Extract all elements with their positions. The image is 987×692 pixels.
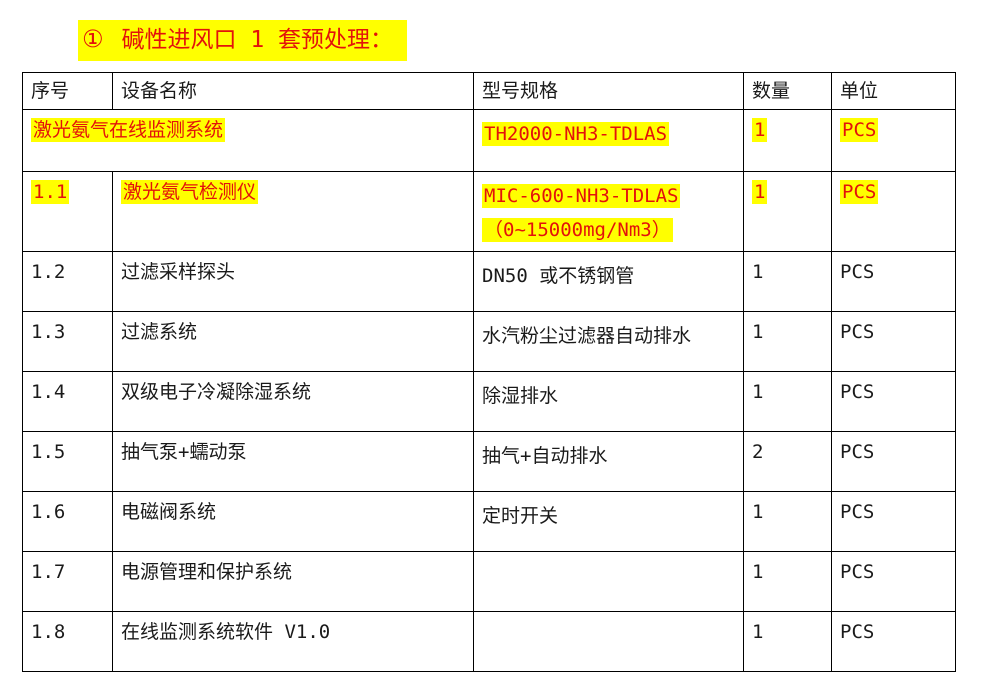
cell-no: 1.8 [22, 611, 113, 672]
cell-unit: PCS [831, 311, 956, 372]
table-header-row: 序号 设备名称 型号规格 数量 单位 [22, 72, 956, 110]
header-spec: 型号规格 [473, 72, 744, 110]
cell-spec: 除湿排水 [473, 371, 744, 432]
table-row: 1.3 过滤系统 水汽粉尘过滤器自动排水 1 PCS [22, 311, 956, 372]
spec-line: MIC-600-NH3-TDLAS [482, 179, 735, 213]
spec-line: （0~15000mg/Nm3） [482, 213, 735, 247]
cell-no: 1.4 [22, 371, 113, 432]
cell-name: 过滤采样探头 [112, 251, 474, 312]
table-row: 1.5 抽气泵+蠕动泵 抽气+自动排水 2 PCS [22, 431, 956, 492]
spec-line: 水汽粉尘过滤器自动排水 [482, 325, 692, 347]
cell-qty: 1 [743, 109, 832, 172]
cell-spec: MIC-600-NH3-TDLAS （0~15000mg/Nm3） [473, 171, 744, 252]
cell-qty: 1 [743, 251, 832, 312]
cell-name: 电磁阀系统 [112, 491, 474, 552]
table-row: 激光氨气在线监测系统 TH2000-NH3-TDLAS 1 PCS [22, 109, 956, 172]
header-unit: 单位 [831, 72, 956, 110]
spec-line: DN50 或不锈钢管 [482, 265, 635, 287]
cell-name: 过滤系统 [112, 311, 474, 372]
cell-name-merged: 激光氨气在线监测系统 [22, 109, 474, 172]
cell-unit: PCS [831, 251, 956, 312]
cell-unit: PCS [831, 551, 956, 612]
cell-name: 电源管理和保护系统 [112, 551, 474, 612]
cell-unit: PCS [831, 109, 956, 172]
highlighted-text: 1 [752, 118, 768, 142]
table-row: 1.1 激光氨气检测仪 MIC-600-NH3-TDLAS （0~15000mg/Nm… [22, 171, 956, 252]
cell-spec [473, 611, 744, 672]
highlighted-text: PCS [840, 118, 879, 142]
cell-name: 抽气泵+蠕动泵 [112, 431, 474, 492]
cell-no: 1.7 [22, 551, 113, 612]
table-row: 1.4 双级电子冷凝除湿系统 除湿排水 1 PCS [22, 371, 956, 432]
highlighted-text: 激光氨气检测仪 [121, 180, 259, 204]
table-row: 1.8 在线监测系统软件 V1.0 1 PCS [22, 611, 956, 672]
cell-qty: 1 [743, 371, 832, 432]
highlighted-text: PCS [840, 180, 879, 204]
cell-no: 1.2 [22, 251, 113, 312]
cell-no: 1.3 [22, 311, 113, 372]
cell-spec: 水汽粉尘过滤器自动排水 [473, 311, 744, 372]
header-name: 设备名称 [112, 72, 474, 110]
header-qty: 数量 [743, 72, 832, 110]
cell-name: 在线监测系统软件 V1.0 [112, 611, 474, 672]
highlighted-text: 1 [752, 180, 768, 204]
section-title-text: 碱性进风口 1 套预处理： [121, 27, 394, 53]
cell-no: 1.6 [22, 491, 113, 552]
spec-line: 抽气+自动排水 [482, 445, 608, 467]
cell-unit: PCS [831, 611, 956, 672]
cell-no: 1.1 [22, 171, 113, 252]
highlighted-text: MIC-600-NH3-TDLAS [482, 184, 681, 208]
cell-unit: PCS [831, 491, 956, 552]
cell-unit: PCS [831, 371, 956, 432]
cell-qty: 1 [743, 491, 832, 552]
highlighted-text: 1.1 [31, 180, 70, 204]
table-row: 1.7 电源管理和保护系统 1 PCS [22, 551, 956, 612]
cell-spec: 定时开关 [473, 491, 744, 552]
cell-qty: 1 [743, 611, 832, 672]
cell-qty: 1 [743, 171, 832, 252]
cell-no: 1.5 [22, 431, 113, 492]
highlighted-text: 激光氨气在线监测系统 [31, 118, 226, 142]
cell-qty: 1 [743, 311, 832, 372]
table-row: 1.2 过滤采样探头 DN50 或不锈钢管 1 PCS [22, 251, 956, 312]
spec-line: 定时开关 [482, 505, 559, 527]
equipment-table: 序号 设备名称 型号规格 数量 单位 激光氨气在线监测系统 TH2000-NH3-… [22, 72, 956, 672]
spec-line: TH2000-NH3-TDLAS [482, 117, 735, 151]
table-row: 1.6 电磁阀系统 定时开关 1 PCS [22, 491, 956, 552]
cell-unit: PCS [831, 431, 956, 492]
highlighted-text: TH2000-NH3-TDLAS [482, 122, 670, 146]
cell-qty: 1 [743, 551, 832, 612]
cell-spec: DN50 或不锈钢管 [473, 251, 744, 312]
header-no: 序号 [22, 72, 113, 110]
cell-name: 激光氨气检测仪 [112, 171, 474, 252]
section-title: ① 碱性进风口 1 套预处理： [78, 20, 408, 61]
highlighted-text: （0~15000mg/Nm3） [482, 218, 673, 242]
cell-spec: 抽气+自动排水 [473, 431, 744, 492]
cell-name: 双级电子冷凝除湿系统 [112, 371, 474, 432]
cell-unit: PCS [831, 171, 956, 252]
spec-line: 除湿排水 [482, 385, 559, 407]
cell-qty: 2 [743, 431, 832, 492]
equipment-table-body: 激光氨气在线监测系统 TH2000-NH3-TDLAS 1 PCS 1.1 激光氨气检测仪… [22, 109, 956, 672]
cell-spec: TH2000-NH3-TDLAS [473, 109, 744, 172]
cell-spec [473, 551, 744, 612]
circled-number: ① [82, 25, 104, 53]
